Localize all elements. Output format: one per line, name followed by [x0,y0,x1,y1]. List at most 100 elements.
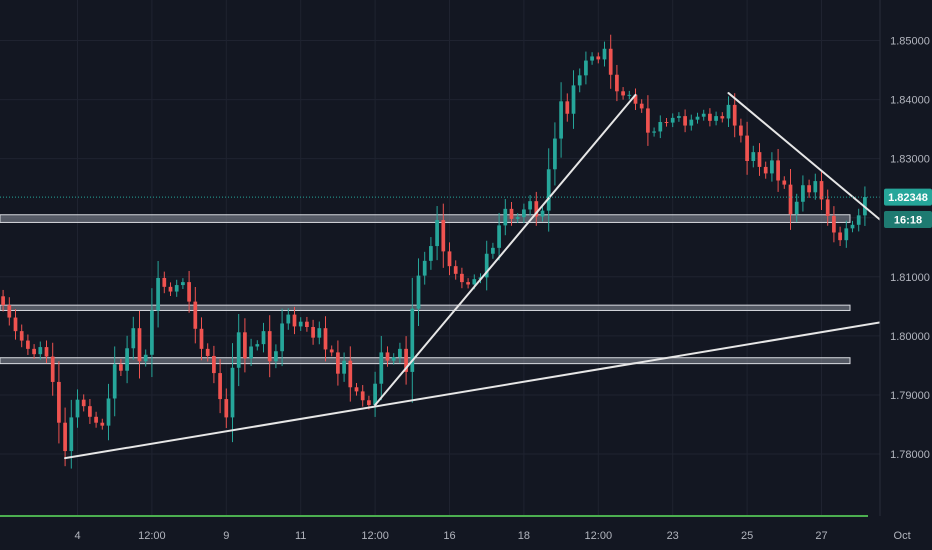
candle-body-40 [249,346,253,359]
y-tick-label: 1.84000 [890,95,930,107]
x-tick-label: 11 [295,530,306,542]
candle-body-87 [540,210,545,217]
candle-body-129 [801,185,805,202]
candle-body-8 [50,356,55,382]
candle-body-33 [205,348,210,356]
candle-body-100 [621,91,625,96]
candle-body-47 [292,314,297,327]
candles [1,34,867,469]
candle-body-53 [329,349,334,353]
candle-body-83 [515,217,520,219]
candle-body-98 [608,48,613,75]
x-tick-label: 23 [667,530,679,542]
y-tick-label: 1.81000 [890,272,930,284]
candle-body-38 [236,332,241,368]
candle-body-78 [484,253,489,278]
candle-body-69 [429,246,433,261]
candle-body-86 [534,201,539,217]
candle-body-17 [106,398,111,426]
candle-body-80 [497,225,501,248]
rally-trendline[interactable] [374,93,637,406]
trendlines[interactable] [64,92,928,460]
candle-body-138 [856,215,861,225]
candle-body-95 [590,56,594,61]
candle-body-60 [373,383,377,405]
candle-body-35 [218,373,222,400]
candle-body-114 [708,113,712,121]
y-tick-label: 1.83000 [890,154,930,166]
candle-body-58 [360,391,365,401]
candle-body-71 [441,220,446,252]
x-tick-label: Oct [894,530,911,542]
candle-body-30 [187,282,191,302]
candle-body-73 [453,266,458,274]
price-axis-panel[interactable] [880,0,932,550]
candle-body-22 [137,328,142,362]
countdown-tag-bg [884,210,932,228]
candle-body-26 [162,277,167,287]
candle-body-119 [739,125,743,136]
zone-1.820[interactable] [0,214,851,223]
descending-trendline[interactable] [727,92,891,229]
candle-body-82 [509,208,514,219]
countdown-label: 16:18 [894,214,922,226]
candle-body-11 [69,417,74,452]
candle-body-32 [199,328,204,349]
candle-body-50 [311,327,315,338]
horizontal-zones[interactable] [0,214,851,365]
candle-body-18 [112,364,117,399]
candle-body-10 [63,422,67,452]
candle-body-72 [447,251,452,267]
candle-body-4 [26,340,30,349]
x-tick-label: 25 [741,530,753,542]
candle-body-96 [596,56,601,60]
candle-body-2 [13,317,18,332]
candle-body-44 [274,351,278,362]
candle-body-62 [385,352,390,361]
candle-body-99 [615,74,619,92]
candle-body-133 [825,199,830,216]
candle-body-66 [410,308,415,372]
candle-body-14 [88,406,92,417]
candle-body-111 [689,119,694,126]
candle-body-46 [286,314,291,324]
zone-1.805[interactable] [0,304,851,311]
candle-body-105 [652,131,656,133]
candle-body-70 [435,220,439,247]
candle-body-3 [19,331,24,341]
candle-body-94 [584,60,588,76]
x-axis-ticks: 4 12:00 9 11 12:00 16 18 12:00 23 25 27 Oct [74,530,910,542]
candle-body-79 [491,247,495,254]
candle-body-117 [726,104,731,119]
candle-body-113 [701,113,706,117]
candle-body-55 [342,360,346,374]
candle-body-122 [757,152,762,167]
candle-body-61 [379,352,384,384]
candle-body-28 [174,285,179,292]
candle-body-108 [670,117,675,123]
zone-1.796[interactable] [0,357,851,365]
candle-body-37 [230,367,235,418]
candle-body-13 [81,399,86,407]
candle-body-130 [807,185,811,193]
candle-body-127 [788,184,793,215]
candle-body-76 [472,279,477,285]
candle-body-137 [850,224,855,229]
candle-body-134 [832,215,836,233]
candle-body-56 [348,360,353,388]
candle-body-7 [44,347,49,357]
candle-body-81 [503,208,508,226]
candle-body-59 [367,400,371,405]
candle-body-75 [466,282,470,285]
candle-body-115 [714,116,718,121]
long-support-trendline[interactable] [64,313,928,460]
candle-body-97 [602,48,607,60]
candle-body-52 [323,328,328,350]
x-tick-label: 4 [74,530,80,542]
candle-body-110 [683,116,687,126]
candle-body-16 [100,422,105,426]
candle-body-51 [317,328,322,338]
candle-body-27 [168,286,173,292]
